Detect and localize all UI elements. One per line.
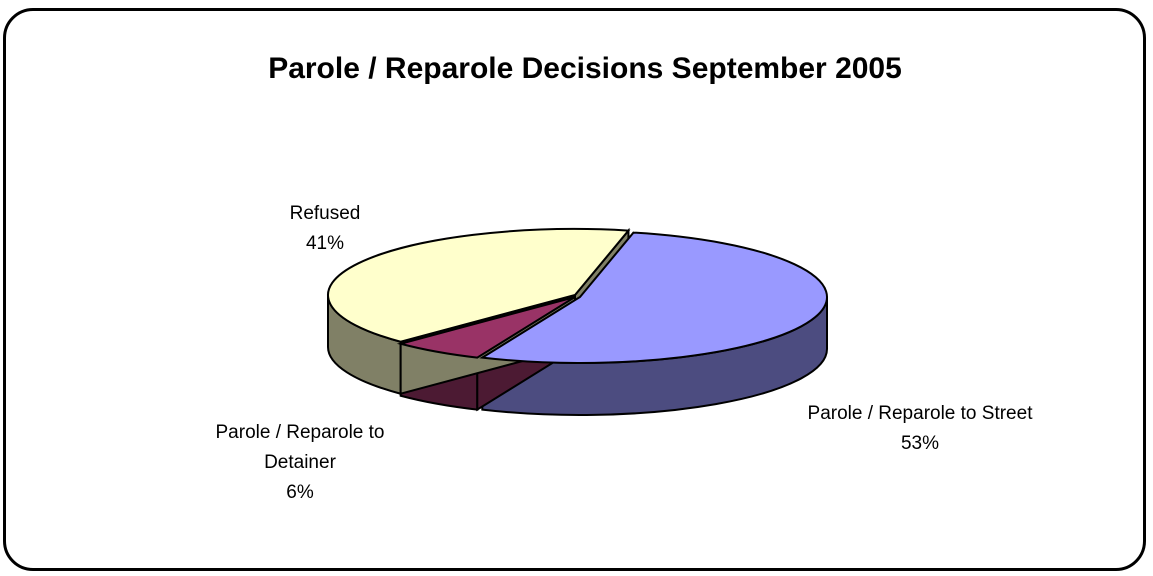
label-refused-name: Refused <box>289 203 361 224</box>
label-detainer-name: Parole / Reparole to Detainer <box>215 422 385 473</box>
label-refused-percent: 41% <box>305 233 345 254</box>
chart-title: Parole / Reparole Decisions September 20… <box>268 52 902 85</box>
label-detainer: Parole / Reparole to Detainer 6% <box>180 418 420 508</box>
slice-refused <box>327 228 631 343</box>
label-detainer-percent: 6% <box>286 482 314 503</box>
label-street-name: Parole / Reparole to Street <box>807 403 1033 424</box>
slice-parole-reparole-to-detainer <box>396 296 576 359</box>
label-street: Parole / Reparole to Street 53% <box>800 399 1040 459</box>
slice-parole-reparole-to-street <box>479 231 828 364</box>
label-refused: Refused 41% <box>265 199 385 259</box>
pie-tops <box>327 228 828 364</box>
label-street-percent: 53% <box>900 433 940 454</box>
